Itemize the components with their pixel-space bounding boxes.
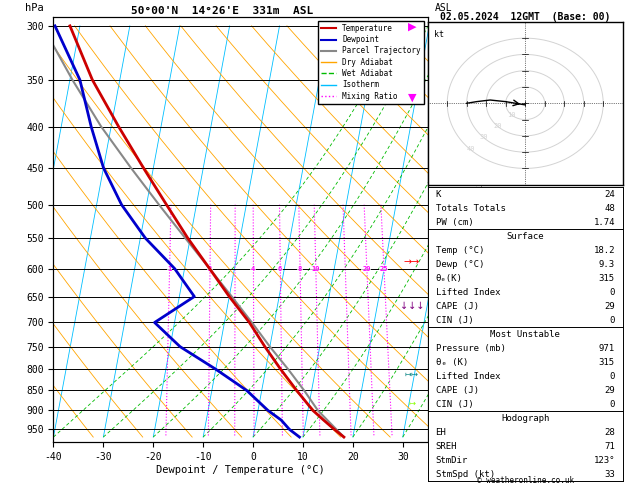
Text: ↓↓↓: ↓↓↓: [400, 301, 424, 311]
Text: 1.74: 1.74: [593, 218, 615, 226]
Text: 6: 6: [278, 265, 282, 272]
Text: 40: 40: [466, 146, 475, 152]
Text: StmDir: StmDir: [435, 456, 468, 465]
Text: LCL: LCL: [432, 386, 450, 396]
Text: 0: 0: [610, 372, 615, 381]
Text: 24: 24: [604, 190, 615, 199]
Text: 315: 315: [599, 274, 615, 283]
Text: 9.3: 9.3: [599, 260, 615, 269]
Text: 25: 25: [379, 265, 387, 272]
Text: CIN (J): CIN (J): [435, 399, 473, 409]
Text: 1: 1: [167, 265, 172, 272]
Text: CAPE (J): CAPE (J): [435, 302, 479, 311]
Text: Most Unstable: Most Unstable: [490, 330, 560, 339]
Text: Dewp (°C): Dewp (°C): [435, 260, 484, 269]
Text: 02.05.2024  12GMT  (Base: 00): 02.05.2024 12GMT (Base: 00): [440, 12, 610, 22]
Text: km
ASL: km ASL: [435, 0, 453, 13]
Text: Temp (°C): Temp (°C): [435, 245, 484, 255]
Text: Hodograph: Hodograph: [501, 414, 549, 423]
X-axis label: Dewpoint / Temperature (°C): Dewpoint / Temperature (°C): [156, 465, 325, 475]
Text: 4: 4: [251, 265, 255, 272]
Text: ↦↦: ↦↦: [405, 370, 419, 379]
Text: 2: 2: [208, 265, 212, 272]
Text: K: K: [435, 190, 441, 199]
Text: Lifted Index: Lifted Index: [435, 288, 500, 296]
Text: CIN (J): CIN (J): [435, 315, 473, 325]
Text: Mixing Ratio (g/kg): Mixing Ratio (g/kg): [475, 174, 485, 285]
Text: 10: 10: [508, 112, 516, 118]
Text: 971: 971: [599, 344, 615, 353]
Text: EH: EH: [435, 428, 446, 436]
Text: 0: 0: [610, 315, 615, 325]
Text: θₑ (K): θₑ (K): [435, 358, 468, 366]
Text: θₑ(K): θₑ(K): [435, 274, 462, 283]
Text: Pressure (mb): Pressure (mb): [435, 344, 505, 353]
Title: 50°00'N  14°26'E  331m  ASL: 50°00'N 14°26'E 331m ASL: [131, 6, 313, 16]
Text: 123°: 123°: [593, 456, 615, 465]
Text: 18.2: 18.2: [593, 245, 615, 255]
Text: 10: 10: [311, 265, 320, 272]
Text: 33: 33: [604, 469, 615, 479]
Text: →→: →→: [404, 258, 420, 267]
Text: ▶: ▶: [408, 22, 416, 32]
Text: kt: kt: [433, 30, 443, 39]
Text: 0: 0: [610, 288, 615, 296]
Text: 315: 315: [599, 358, 615, 366]
Text: StmSpd (kt): StmSpd (kt): [435, 469, 494, 479]
Text: 30: 30: [480, 135, 489, 140]
Text: 0: 0: [610, 399, 615, 409]
Text: Totals Totals: Totals Totals: [435, 204, 505, 212]
Text: 71: 71: [604, 442, 615, 451]
Text: Surface: Surface: [506, 232, 544, 241]
Text: CAPE (J): CAPE (J): [435, 385, 479, 395]
Text: Lifted Index: Lifted Index: [435, 372, 500, 381]
Text: 29: 29: [604, 302, 615, 311]
Text: PW (cm): PW (cm): [435, 218, 473, 226]
Text: 20: 20: [362, 265, 370, 272]
Text: 28: 28: [604, 428, 615, 436]
Text: hPa: hPa: [25, 3, 44, 13]
Legend: Temperature, Dewpoint, Parcel Trajectory, Dry Adiabat, Wet Adiabat, Isotherm, Mi: Temperature, Dewpoint, Parcel Trajectory…: [318, 21, 424, 104]
Text: 48: 48: [604, 204, 615, 212]
Text: 29: 29: [604, 385, 615, 395]
Text: ▼: ▼: [408, 92, 416, 102]
Text: 20: 20: [494, 123, 502, 129]
Text: © weatheronline.co.uk: © weatheronline.co.uk: [477, 475, 574, 485]
Text: ↦: ↦: [408, 399, 416, 408]
Text: 8: 8: [298, 265, 302, 272]
Text: SREH: SREH: [435, 442, 457, 451]
